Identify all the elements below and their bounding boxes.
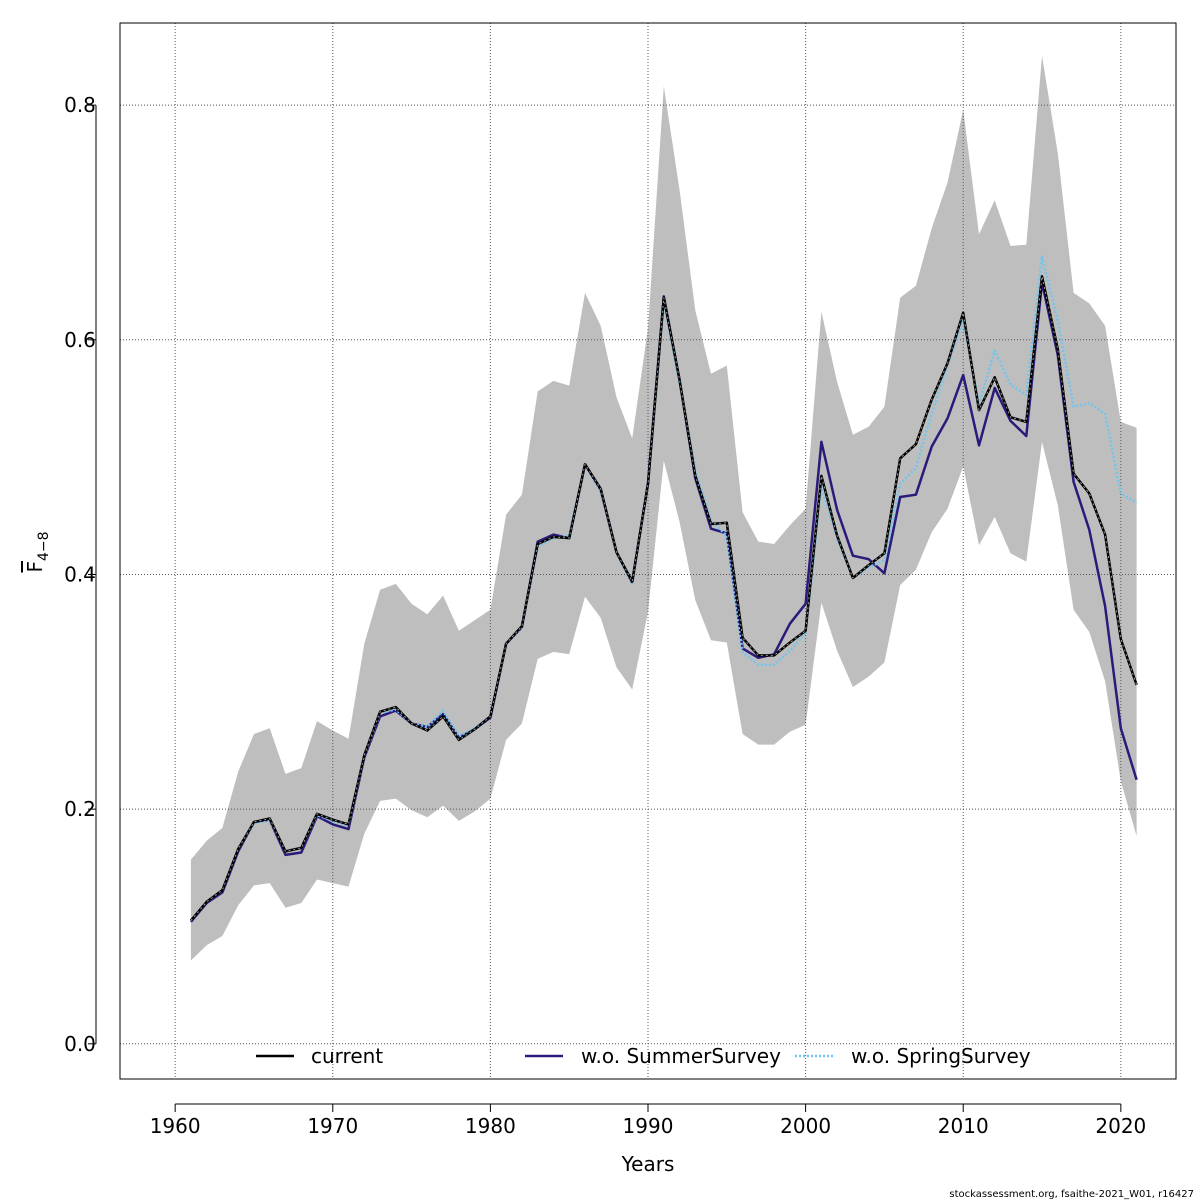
legend: current w.o. SummerSurvey w.o. SpringSur… [256,1044,1031,1068]
x-tick-label-2010: 2010 [938,1114,989,1138]
x-tick-label-1990: 1990 [623,1114,674,1138]
x-tick-label-2000: 2000 [780,1114,831,1138]
axis-layer: 1960 1970 1980 1990 2000 2010 2020 0.0 0.2 0.4 0.6… [64,93,1146,1138]
series-line-current-dotted-overlay [190,276,1138,921]
x-tick-label-1980: 1980 [465,1114,516,1138]
y-tick-label-0.6: 0.6 [64,328,96,352]
footer-credit: stockassessment.org, fsaithe-2021_W01, r… [949,1189,1194,1200]
confidence-band-layer [190,55,1137,961]
y-axis-title: F4−8 [23,531,52,572]
grid-layer [120,23,1176,1079]
x-tick-label-1960: 1960 [150,1114,201,1138]
x-axis-title: Years [621,1152,675,1176]
confidence-band [190,55,1137,961]
series-layer [189,255,1138,923]
y-axis-title-subscript: 4−8 [36,531,52,561]
legend-label-wo-spring-survey: w.o. SpringSurvey [851,1044,1031,1068]
y-tick-label-0.4: 0.4 [64,562,96,586]
legend-label-wo-summer-survey: w.o. SummerSurvey [581,1044,781,1068]
x-tick-label-2020: 2020 [1095,1114,1146,1138]
x-tick-label-1970: 1970 [307,1114,358,1138]
legend-label-current: current [311,1044,383,1068]
plot-frame [119,22,1177,1080]
y-axis-title-main: F [23,561,47,573]
y-tick-label-0.8: 0.8 [64,93,96,117]
y-tick-label-0.2: 0.2 [64,797,96,821]
svg-text:F4−8: F4−8 [23,531,52,572]
y-tick-label-0.0: 0.0 [64,1032,96,1056]
